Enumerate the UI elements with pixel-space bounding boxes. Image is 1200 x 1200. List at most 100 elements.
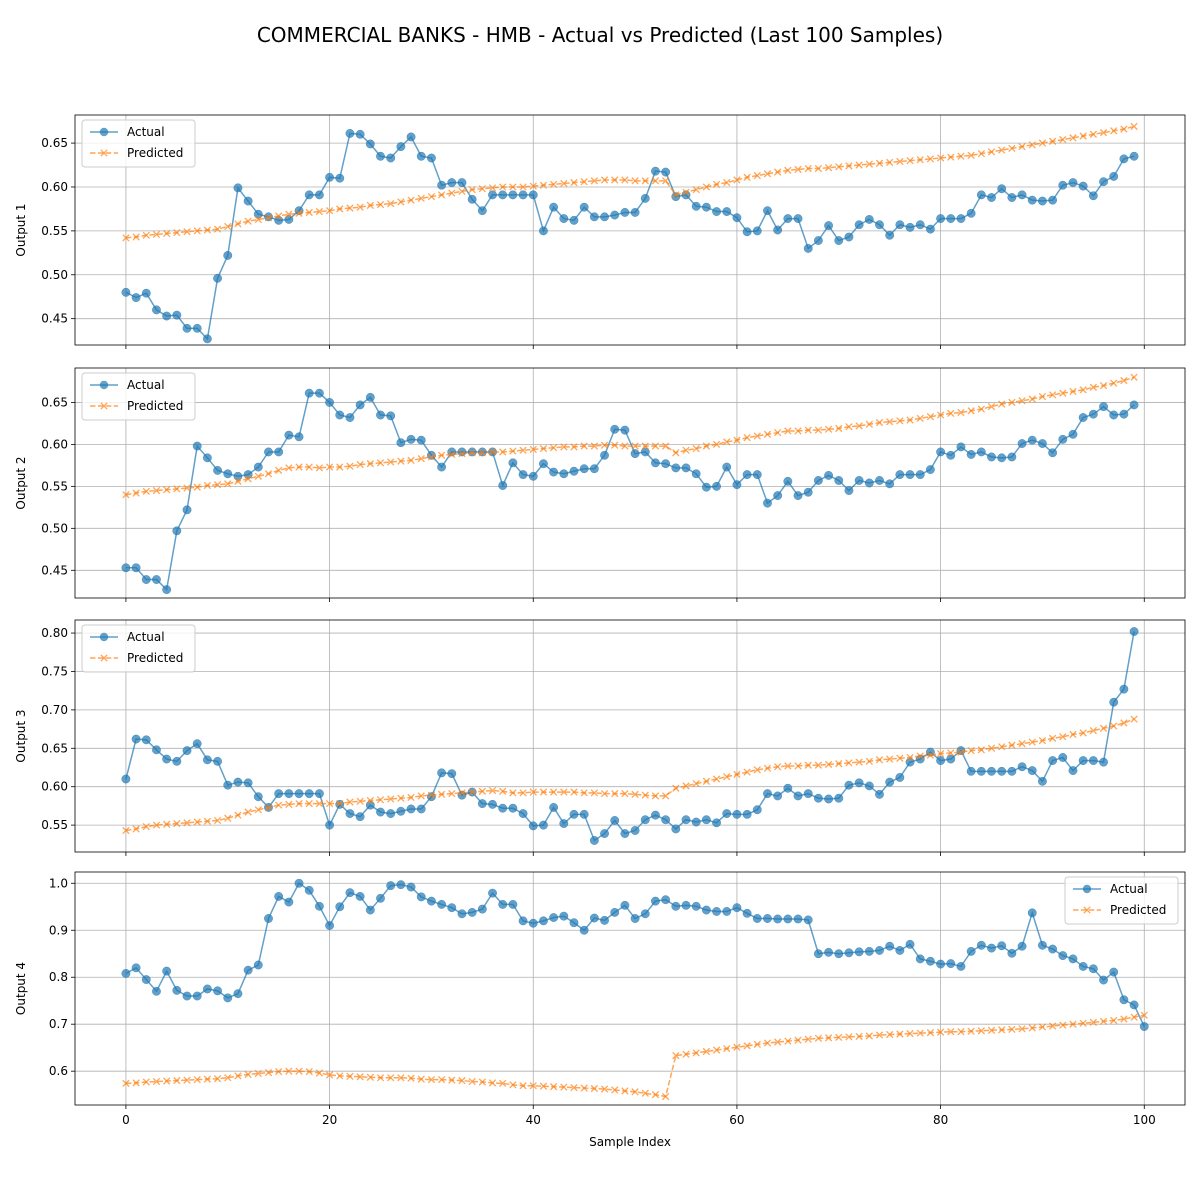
y-tick-label: 0.65 — [41, 741, 68, 755]
data-point — [1129, 151, 1139, 161]
data-point — [162, 820, 171, 829]
data-point — [518, 809, 528, 819]
data-point — [589, 836, 599, 845]
legend-label: Actual — [127, 125, 165, 139]
data-point — [977, 1027, 985, 1035]
data-point — [610, 816, 620, 825]
data-point — [1018, 740, 1026, 748]
data-point — [365, 139, 375, 149]
data-point — [620, 829, 630, 839]
data-point — [895, 220, 905, 230]
data-point — [630, 914, 640, 923]
data-point — [1028, 141, 1036, 149]
data-point — [386, 881, 396, 891]
data-point — [701, 815, 711, 825]
y-axis-label: Output 1 — [14, 203, 28, 256]
data-point — [488, 888, 497, 898]
data-point — [325, 207, 334, 215]
legend-marker — [1082, 884, 1092, 894]
data-point — [488, 448, 497, 456]
data-point — [468, 788, 476, 796]
data-point — [416, 804, 426, 814]
data-point — [824, 794, 834, 804]
y-axis-label: Output 3 — [14, 709, 28, 762]
data-point — [142, 1078, 150, 1086]
data-point — [458, 1076, 466, 1085]
data-point — [752, 470, 762, 480]
x-tick-label: 40 — [526, 1113, 541, 1127]
data-point — [416, 892, 426, 902]
figure-title: COMMERCIAL BANKS - HMB - Actual vs Predi… — [257, 23, 943, 47]
data-point — [936, 750, 945, 758]
data-point — [600, 829, 609, 839]
data-point — [182, 323, 192, 333]
data-point — [336, 205, 344, 213]
data-point — [651, 166, 660, 176]
data-point — [478, 185, 486, 193]
data-point — [477, 206, 487, 216]
data-point — [253, 960, 263, 970]
data-point — [264, 447, 273, 457]
data-point — [682, 188, 690, 196]
data-point — [1110, 379, 1118, 387]
data-point — [254, 806, 262, 814]
data-point — [477, 904, 487, 914]
data-point — [784, 166, 792, 174]
data-point — [234, 1072, 242, 1080]
data-point — [732, 213, 742, 223]
data-point — [376, 151, 385, 161]
data-point — [407, 793, 415, 802]
data-point — [325, 921, 335, 931]
y-tick-label: 0.65 — [41, 395, 68, 409]
data-point — [661, 895, 671, 905]
data-point — [519, 789, 527, 797]
data-point — [1129, 400, 1139, 410]
data-point — [1048, 944, 1058, 954]
data-point — [712, 818, 722, 828]
data-point — [254, 215, 262, 224]
y-tick-label: 0.70 — [41, 703, 68, 717]
data-point — [427, 791, 436, 799]
data-point — [671, 463, 681, 473]
data-point — [844, 232, 854, 242]
data-point — [285, 800, 293, 809]
data-point — [631, 1088, 639, 1096]
data-point — [213, 1075, 222, 1083]
data-point — [397, 1074, 405, 1082]
data-point — [579, 202, 589, 212]
data-point — [681, 463, 691, 473]
data-point — [387, 200, 395, 208]
data-point — [559, 214, 569, 224]
x-tick-label: 60 — [729, 1113, 744, 1127]
data-point — [1120, 125, 1128, 133]
data-point — [814, 1034, 823, 1042]
data-point — [712, 440, 721, 449]
data-point — [336, 463, 344, 471]
data-point — [926, 1029, 935, 1037]
data-point — [193, 483, 201, 491]
data-point — [275, 1067, 283, 1076]
data-point — [508, 190, 518, 200]
data-point — [406, 434, 416, 444]
data-point — [752, 226, 762, 236]
data-point — [397, 794, 405, 802]
data-point — [763, 430, 772, 438]
data-point — [538, 226, 548, 236]
data-point — [457, 447, 467, 457]
data-point — [264, 1068, 273, 1077]
data-point — [325, 172, 335, 182]
data-point — [579, 925, 589, 935]
data-point — [172, 526, 182, 536]
data-point — [733, 770, 741, 779]
legend-marker — [100, 149, 108, 157]
data-point — [976, 766, 986, 776]
data-point — [346, 204, 354, 212]
data-point — [1130, 715, 1138, 723]
data-point — [621, 176, 629, 184]
data-point — [691, 817, 701, 827]
data-point — [387, 458, 395, 466]
data-point — [752, 914, 762, 923]
data-point — [702, 777, 711, 785]
data-point — [1099, 381, 1108, 390]
data-point — [467, 907, 477, 917]
